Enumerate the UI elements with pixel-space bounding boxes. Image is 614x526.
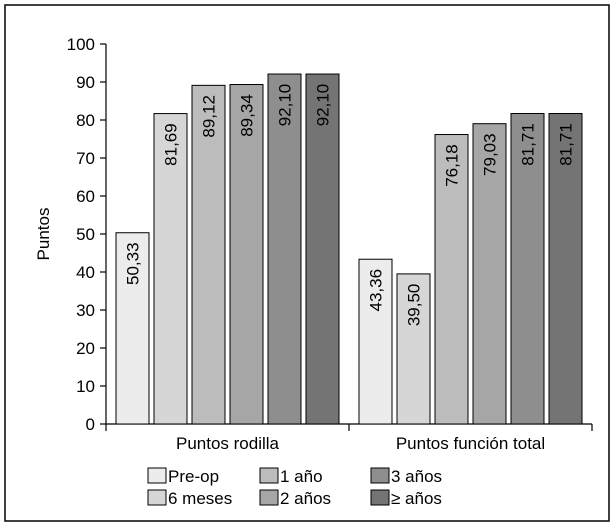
- bar: [548, 113, 583, 425]
- y-tick-label: 60: [76, 187, 95, 206]
- y-tick-label: 10: [76, 377, 95, 396]
- y-tick-label: 0: [86, 415, 95, 434]
- bar: [358, 258, 393, 425]
- bar: [267, 73, 302, 425]
- bar-data-label: 81,71: [519, 123, 538, 166]
- bar-data-label: 79,03: [481, 133, 500, 176]
- x-category-label: Puntos función total: [396, 434, 545, 453]
- bar-data-label: 43,36: [367, 269, 386, 312]
- y-tick-label: 30: [76, 301, 95, 320]
- legend-swatch: [259, 489, 279, 506]
- legend-swatch: [147, 489, 167, 506]
- legend-label: 1 año: [280, 467, 323, 486]
- bar-data-label: 89,34: [238, 94, 257, 137]
- bar-data-label: 92,10: [314, 84, 333, 127]
- y-tick-label: 80: [76, 111, 95, 130]
- bars: 50,33 81,69 89,12 89,34 92,10 92,10 43,36 39,50…: [115, 73, 583, 425]
- bar: [434, 134, 469, 425]
- legend-swatch: [370, 467, 390, 484]
- y-tick-label: 40: [76, 263, 95, 282]
- bar: [510, 113, 545, 425]
- y-tick-label: 100: [67, 35, 95, 54]
- bar: [472, 123, 507, 425]
- legend-swatch: [370, 489, 390, 506]
- bar: [153, 113, 188, 425]
- bar-data-label: 50,33: [124, 242, 143, 285]
- y-tick-label: 90: [76, 73, 95, 92]
- bar-data-label: 76,18: [443, 144, 462, 187]
- bar: [396, 273, 431, 425]
- legend-swatch: [259, 467, 279, 484]
- bar-data-label: 92,10: [276, 84, 295, 127]
- y-tick-label: 70: [76, 149, 95, 168]
- y-tick-label: 20: [76, 339, 95, 358]
- legend-swatch: [147, 467, 167, 484]
- legend-label: 2 años: [280, 489, 331, 508]
- legend-label: 6 meses: [168, 489, 232, 508]
- bar: [115, 232, 150, 425]
- y-tick-label: 50: [76, 225, 95, 244]
- legend-label: ≥ años: [391, 489, 442, 508]
- bar: [305, 73, 340, 425]
- x-category-label: Puntos rodilla: [176, 434, 280, 453]
- legend: Pre-op 6 meses 1 año 2 años 3 años ≥ años: [147, 467, 442, 508]
- y-axis-title: Puntos: [34, 208, 53, 261]
- bar-data-label: 89,12: [200, 95, 219, 138]
- bar-data-label: 81,71: [557, 123, 576, 166]
- bar: [191, 84, 226, 425]
- bar: [229, 84, 264, 425]
- legend-label: Pre-op: [168, 467, 219, 486]
- bar-data-label: 39,50: [405, 284, 424, 327]
- bar-data-label: 81,69: [162, 123, 181, 166]
- legend-label: 3 años: [391, 467, 442, 486]
